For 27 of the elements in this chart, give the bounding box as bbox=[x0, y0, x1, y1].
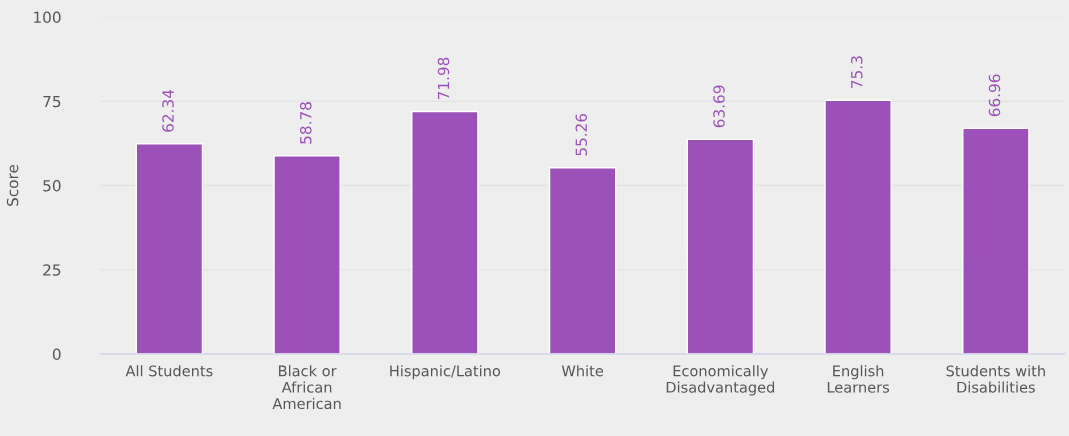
data-label: 66.96 bbox=[988, 74, 1001, 117]
y-tick-label: 25 bbox=[43, 264, 61, 276]
x-tick-label: Black or African American bbox=[272, 365, 341, 410]
x-tick-label: Students with Disabilities bbox=[946, 365, 1045, 393]
y-tick-label: 100 bbox=[34, 11, 61, 24]
data-label: 62.34 bbox=[162, 89, 174, 132]
bar bbox=[135, 143, 204, 355]
x-tick-label: All Students bbox=[125, 365, 213, 377]
x-tick-label: English Learners bbox=[827, 365, 890, 393]
bar bbox=[411, 110, 479, 355]
y-tick-label: 0 bbox=[52, 348, 61, 361]
data-label: 55.26 bbox=[575, 113, 588, 156]
y-tick-label: 75 bbox=[43, 95, 61, 108]
x-tick-label: Economically Disadvantaged bbox=[666, 365, 775, 396]
data-label: 58.78 bbox=[299, 102, 312, 144]
data-label: 75.3 bbox=[850, 56, 863, 88]
bar bbox=[548, 167, 617, 355]
bar bbox=[273, 155, 341, 355]
y-tick-label: 50 bbox=[43, 179, 61, 192]
x-tick-label: Hispanic/Latino bbox=[390, 365, 501, 380]
bar bbox=[962, 127, 1030, 355]
data-label: 63.69 bbox=[713, 85, 725, 128]
y-axis-title: Score bbox=[6, 164, 19, 206]
data-label: 71.98 bbox=[437, 57, 450, 100]
bar bbox=[824, 99, 892, 355]
bar bbox=[686, 138, 755, 355]
x-tick-label: White bbox=[561, 365, 604, 377]
